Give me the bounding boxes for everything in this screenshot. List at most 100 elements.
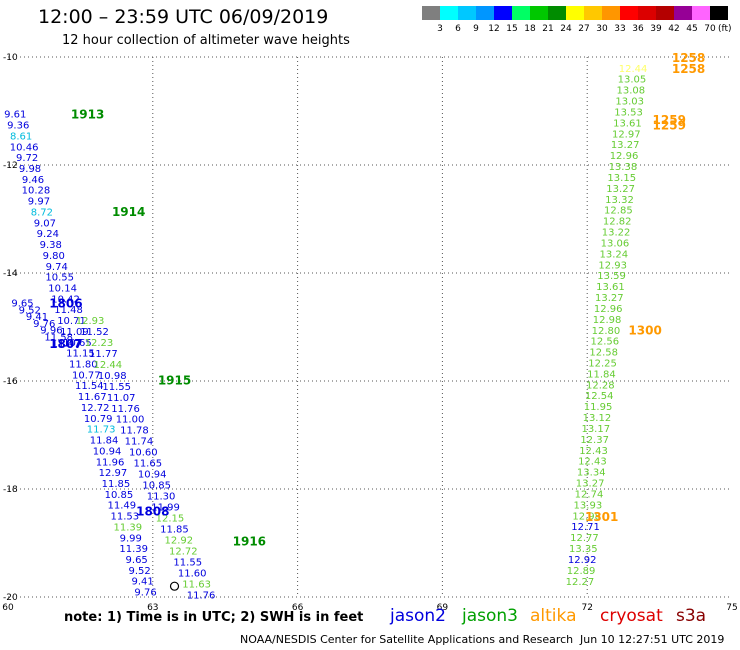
legend-swatch	[638, 6, 656, 20]
chart-subtitle: 12 hour collection of altimeter wave hei…	[62, 33, 350, 48]
wave-height-label: 9.24	[37, 229, 59, 240]
wave-height-label: 13.53	[614, 107, 643, 118]
wave-height-label: 9.52	[19, 305, 41, 316]
wave-height-label: 11.96	[96, 457, 125, 468]
wave-height-label: 12.27	[566, 577, 595, 588]
wave-height-label: 12.92	[165, 535, 194, 546]
wave-height-label: 11.84	[90, 436, 119, 447]
wave-height-label: 12.58	[589, 348, 618, 359]
wave-height-label: 12.92	[568, 555, 597, 566]
wave-height-label: 12.72	[81, 403, 110, 414]
wave-height-label: 12.15	[156, 513, 185, 524]
pass-label: 1300	[628, 324, 661, 338]
wave-height-label: 9.36	[7, 121, 29, 132]
y-tick-label: -18	[3, 485, 18, 495]
wave-height-label: 10.79	[84, 414, 113, 425]
y-tick-label: -14	[3, 269, 18, 279]
wave-height-label: 12.97	[99, 468, 128, 479]
pass-label: 1807	[49, 337, 82, 351]
legend-swatch	[458, 6, 476, 20]
wave-height-label: 11.55	[173, 557, 202, 568]
scatter-plot: 60 63 66 69 72 75-10-12-14-16-18-209.619.368.…	[2, 51, 737, 610]
wave-height-label: 13.06	[601, 238, 630, 249]
wave-height-label: 9.97	[28, 197, 50, 208]
wave-height-label: 11.74	[125, 437, 154, 448]
pass-label: 1915	[158, 373, 191, 387]
wave-height-label: 11.53	[111, 512, 140, 523]
satellite-jason2: jason2	[390, 606, 446, 626]
pass-label: 1806	[49, 297, 82, 311]
wave-height-label: 11.00	[116, 415, 145, 426]
wave-height-label: 9.76	[134, 588, 156, 599]
wave-height-label: 12.85	[604, 206, 633, 217]
wave-height-label: 9.41	[26, 312, 48, 323]
legend-label: 45	[686, 24, 697, 34]
x-tick-label: 72	[581, 603, 592, 610]
legend-label: 15	[506, 24, 517, 34]
legend-label: 27	[578, 24, 589, 34]
legend-swatch	[656, 6, 674, 20]
wave-height-label: 12.23	[85, 338, 114, 349]
wave-height-label: 12.80	[592, 326, 621, 337]
wave-height-label: 9.99	[120, 533, 142, 544]
wave-height-label: 8.61	[10, 131, 32, 142]
satellite-altika: altika	[530, 606, 577, 626]
legend-label: 33	[614, 24, 625, 34]
wave-height-label: 10.14	[48, 283, 77, 294]
wave-height-label: 12.97	[612, 129, 641, 140]
wave-height-label: 11.80	[69, 360, 98, 371]
wave-height-label: 11.67	[78, 392, 107, 403]
satellite-cryosat: cryosat	[600, 606, 663, 626]
satellite-s3a: s3a	[676, 606, 707, 626]
pass-label: 1259	[653, 119, 686, 133]
wave-height-label: 13.22	[602, 228, 631, 239]
wave-height-label: 12.82	[603, 217, 632, 228]
wave-height-label: 9.65	[126, 555, 148, 566]
wave-height-label: 12.28	[586, 380, 615, 391]
marker-circle	[169, 581, 180, 591]
wave-height-label: 10.28	[22, 186, 51, 197]
wave-height-label: 13.08	[616, 86, 645, 97]
wave-height-label: 13.38	[609, 162, 638, 173]
wave-height-label: 13.03	[615, 97, 644, 108]
wave-height-label: 12.25	[588, 359, 617, 370]
wave-height-label: 11.84	[587, 369, 616, 380]
wave-height-label: 11.58	[44, 332, 73, 343]
wave-height-label: 12.54	[585, 391, 614, 402]
wave-height-label: 11.15	[66, 349, 95, 360]
wave-height-label: 11.52	[80, 327, 109, 338]
satellite-jason3: jason3	[462, 606, 518, 626]
legend-swatch	[476, 6, 494, 20]
wave-height-label: 11.39	[113, 522, 142, 533]
wave-height-label: 9.38	[40, 240, 62, 251]
pass-label: 1914	[112, 205, 145, 219]
wave-height-label: 13.61	[613, 118, 642, 129]
legend-swatch	[440, 6, 458, 20]
wave-height-label: 13.35	[569, 544, 598, 555]
legend-swatch	[548, 6, 566, 20]
wave-height-label: 12.93	[76, 316, 105, 327]
wave-height-label: 11.49	[108, 501, 137, 512]
x-tick-label: 63	[147, 603, 158, 610]
wave-height-label: 9.96	[40, 326, 62, 337]
wave-height-label: 11.85	[160, 524, 189, 535]
wave-height-label: 10.55	[45, 273, 74, 284]
wave-height-label: 12.44	[619, 64, 648, 75]
y-tick-label: -10	[3, 53, 18, 63]
legend-label: 12	[488, 24, 499, 34]
x-tick-label: 75	[726, 603, 737, 610]
wave-height-label: 13.12	[583, 413, 612, 424]
legend-swatch	[692, 6, 710, 20]
pass-label: 1913	[71, 108, 104, 122]
wave-height-label: 13.17	[581, 424, 610, 435]
wave-height-label: 9.80	[43, 251, 65, 262]
legend-swatch	[530, 6, 548, 20]
legend-swatch	[620, 6, 638, 20]
wave-height-label: 11.76	[111, 404, 140, 415]
wave-height-label: 11.77	[89, 349, 118, 360]
wave-height-label: 13.27	[606, 184, 635, 195]
pass-label: 1301	[585, 510, 618, 524]
wave-height-label: 9.65	[11, 299, 33, 310]
legend-swatch	[674, 6, 692, 20]
legend-label: 18	[524, 24, 536, 34]
